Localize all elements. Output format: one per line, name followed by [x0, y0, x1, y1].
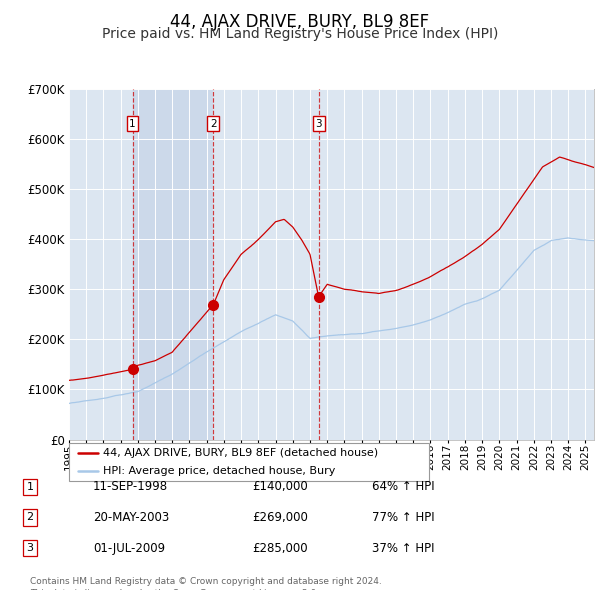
Text: HPI: Average price, detached house, Bury: HPI: Average price, detached house, Bury — [103, 466, 335, 476]
Text: 2: 2 — [26, 513, 34, 522]
Text: 20-MAY-2003: 20-MAY-2003 — [93, 511, 169, 524]
Text: 1: 1 — [26, 482, 34, 491]
Text: 1: 1 — [129, 119, 136, 129]
Text: £140,000: £140,000 — [252, 480, 308, 493]
Bar — [213, 88, 319, 440]
Text: 37% ↑ HPI: 37% ↑ HPI — [372, 542, 434, 555]
Text: 2: 2 — [210, 119, 217, 129]
Text: 3: 3 — [26, 543, 34, 553]
Text: 01-JUL-2009: 01-JUL-2009 — [93, 542, 165, 555]
Text: £269,000: £269,000 — [252, 511, 308, 524]
Text: £285,000: £285,000 — [252, 542, 308, 555]
Bar — [69, 88, 133, 440]
Text: Price paid vs. HM Land Registry's House Price Index (HPI): Price paid vs. HM Land Registry's House … — [102, 27, 498, 41]
Bar — [319, 88, 594, 440]
Text: 3: 3 — [315, 119, 322, 129]
Text: 44, AJAX DRIVE, BURY, BL9 8EF (detached house): 44, AJAX DRIVE, BURY, BL9 8EF (detached … — [103, 448, 379, 458]
Text: 44, AJAX DRIVE, BURY, BL9 8EF: 44, AJAX DRIVE, BURY, BL9 8EF — [170, 13, 430, 31]
Bar — [133, 88, 213, 440]
Text: 11-SEP-1998: 11-SEP-1998 — [93, 480, 168, 493]
FancyBboxPatch shape — [69, 442, 429, 481]
Text: 64% ↑ HPI: 64% ↑ HPI — [372, 480, 434, 493]
Text: 77% ↑ HPI: 77% ↑ HPI — [372, 511, 434, 524]
Text: Contains HM Land Registry data © Crown copyright and database right 2024.
This d: Contains HM Land Registry data © Crown c… — [30, 577, 382, 590]
